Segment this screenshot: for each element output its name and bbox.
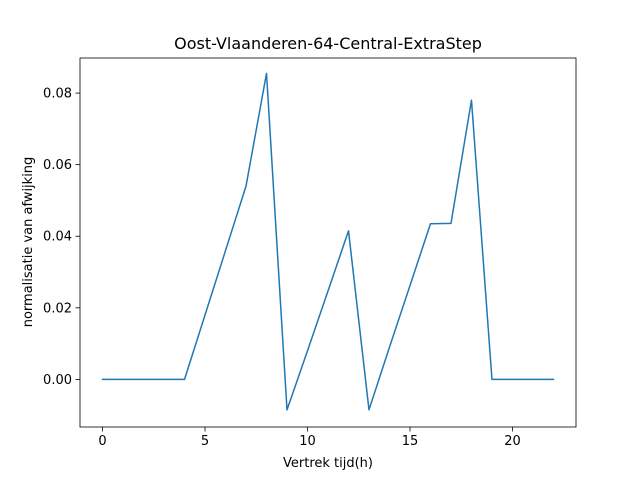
x-axis-ticks: 0 5 10 15 20 [98, 427, 521, 449]
x-tick-label: 20 [504, 434, 521, 449]
y-tick-label: 0.02 [43, 301, 72, 316]
plot-background [80, 58, 576, 427]
x-tick-label: 5 [201, 434, 209, 449]
y-tick-label: 0.08 [43, 87, 72, 102]
series-line-0 [101, 72, 555, 411]
plot-frame [79, 57, 577, 428]
x-tick-label: 10 [299, 434, 316, 449]
y-tick-label: 0.00 [43, 373, 72, 388]
y-tick-label: 0.04 [43, 230, 72, 245]
chart-title: Oost-Vlaanderen-64-Central-ExtraStep [174, 34, 482, 53]
plot-area [79, 57, 577, 428]
y-axis-ticks: 0.00 0.02 0.04 0.06 0.08 [43, 87, 80, 388]
x-axis-label: Vertrek tijd(h) [283, 456, 373, 471]
y-axis-label: normalisatie van afwijking [21, 157, 36, 328]
x-tick-label: 15 [402, 434, 419, 449]
x-tick-label: 0 [98, 434, 106, 449]
y-tick-label: 0.06 [43, 158, 72, 173]
